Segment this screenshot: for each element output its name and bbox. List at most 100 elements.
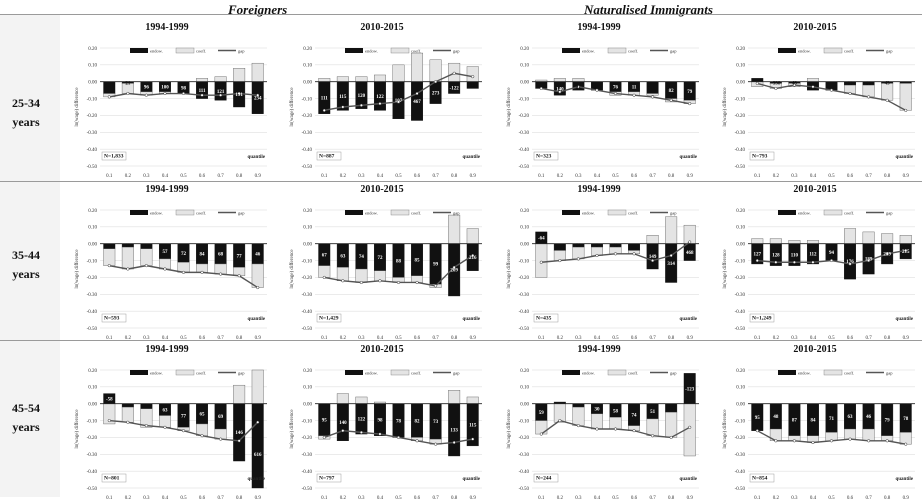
bar-data-label: 121 [217, 90, 225, 95]
x-axis-label: quantile [895, 477, 913, 482]
bar-coeff [806, 240, 819, 244]
bar-data-label: 115 [339, 95, 347, 100]
chart-svg: 0.20 0.10 0.00 -0.10 -0.20 -0.30 -0.40 -0.50 ln(… [290, 209, 482, 341]
gap-point [651, 95, 655, 99]
bar-data-label: -232 [468, 84, 478, 89]
gap-point [163, 425, 167, 429]
bar-coeff [609, 416, 622, 430]
y-tick-label: -0.20 [735, 436, 746, 441]
chart-title: 2010-2015 [360, 184, 404, 195]
x-tick-label: 0.3 [358, 174, 365, 179]
x-tick-label: 0.2 [340, 174, 347, 179]
legend-label: endow. [582, 211, 595, 216]
bar-data-label: 82 [669, 89, 675, 94]
sample-size-box [101, 313, 127, 323]
legend-label: gap [238, 371, 245, 376]
bar-coeff [590, 413, 603, 430]
gap-point [126, 267, 130, 271]
y-tick-label: 0.20 [88, 209, 97, 214]
bar-coeff [899, 235, 912, 244]
chart-panel: 1994-1999 0.20 0.10 0.00 -0.10 -0.20 -0.30 -0.4… [62, 344, 272, 500]
sample-size-box [533, 473, 559, 483]
legend-swatch-coeff [390, 209, 410, 216]
y-tick-label: -0.40 [302, 310, 313, 315]
x-tick-label: 0.1 [321, 174, 328, 179]
x-tick-label: 0.1 [106, 336, 113, 341]
x-tick-label: 0.3 [791, 336, 798, 341]
row-label-age: 35-44 [12, 248, 40, 262]
bar-data-label: 467 [413, 100, 421, 105]
chart-panel: 2010-2015 0.20 0.10 0.00 -0.10 -0.20 -0.30 -0.4… [710, 22, 920, 179]
bar-coeff [448, 214, 461, 244]
y-tick-label: -0.10 [519, 419, 530, 424]
bar-coeff [121, 406, 134, 423]
gap-point [256, 285, 260, 290]
y-tick-label: -0.50 [735, 165, 746, 170]
x-axis-label: quantile [895, 155, 913, 160]
bar-data-label: 112 [809, 253, 817, 258]
bar-data-label: 65 [200, 413, 206, 418]
bar-data-label: 189 [865, 258, 873, 263]
bar-data-label: 72 [377, 256, 383, 261]
gap-point [595, 427, 599, 431]
gap-point [434, 442, 438, 446]
y-tick-label: 0.00 [520, 243, 529, 248]
y-tick-label: 0.20 [520, 209, 529, 214]
legend-swatch-coeff [175, 209, 195, 216]
y-axis-label: ln(wage) difference [75, 409, 80, 449]
gap-point [885, 439, 889, 443]
y-axis-label: ln(wage) difference [507, 249, 512, 289]
bar-endow [572, 403, 585, 408]
y-tick-label: -0.30 [519, 131, 530, 136]
y-tick-label: -0.20 [519, 114, 530, 119]
bar-data-label: 273 [432, 91, 440, 96]
bar-data-label: 616 [254, 453, 262, 458]
y-tick-label: -0.40 [519, 148, 530, 153]
bar-endow [751, 78, 764, 82]
bar-coeff [373, 74, 386, 82]
bar-data-label: 78 [396, 419, 402, 424]
bar-data-label: -64 [538, 237, 545, 242]
gap-point [341, 429, 345, 433]
row-label-unit: years [12, 267, 40, 281]
y-tick-label: -0.50 [735, 487, 746, 492]
gap-point [774, 86, 778, 91]
gap-point [237, 439, 241, 443]
gap-point [811, 85, 815, 89]
x-tick-label: 0.7 [865, 336, 872, 341]
y-tick-label: -0.50 [519, 165, 530, 170]
x-tick-label: 0.7 [432, 336, 439, 341]
gap-point [867, 259, 871, 263]
bar-data-label: 239 [883, 253, 891, 258]
bar-endow [121, 403, 134, 408]
x-axis-label: quantile [462, 477, 480, 482]
bar-endow [646, 81, 659, 94]
legend-label: endow. [582, 49, 595, 54]
sample-size-box [533, 151, 559, 161]
y-tick-label: -0.50 [87, 165, 98, 170]
legend-label: gap [886, 371, 893, 376]
legend-label: gap [886, 49, 893, 54]
gap-point [200, 270, 204, 274]
gap-point [651, 259, 655, 263]
chart-title: 1994-1999 [577, 344, 621, 355]
bar-coeff [355, 76, 368, 82]
bar-coeff [251, 62, 264, 82]
bar-coeff [318, 78, 331, 82]
chart-svg: 0.20 0.10 0.00 -0.10 -0.20 -0.30 -0.40 -0.50 ln(… [507, 369, 699, 500]
x-axis-label: quantile [679, 317, 697, 322]
x-tick-label: 0.4 [377, 336, 384, 341]
x-tick-label: 0.6 [199, 336, 206, 341]
x-axis-label: quantile [247, 317, 265, 322]
bar-data-label: 63 [848, 415, 854, 420]
x-tick-label: 0.5 [180, 174, 187, 179]
bar-data-label: 23 [669, 407, 675, 412]
x-tick-label: 0.6 [414, 336, 421, 341]
x-tick-label: 0.1 [321, 336, 328, 341]
row-separator [0, 14, 922, 15]
legend-swatch-coeff [607, 47, 627, 54]
gap-point [359, 430, 363, 434]
x-tick-label: 0.3 [575, 174, 582, 179]
bar-coeff [572, 406, 585, 426]
bar-data-label: 77 [237, 254, 243, 259]
